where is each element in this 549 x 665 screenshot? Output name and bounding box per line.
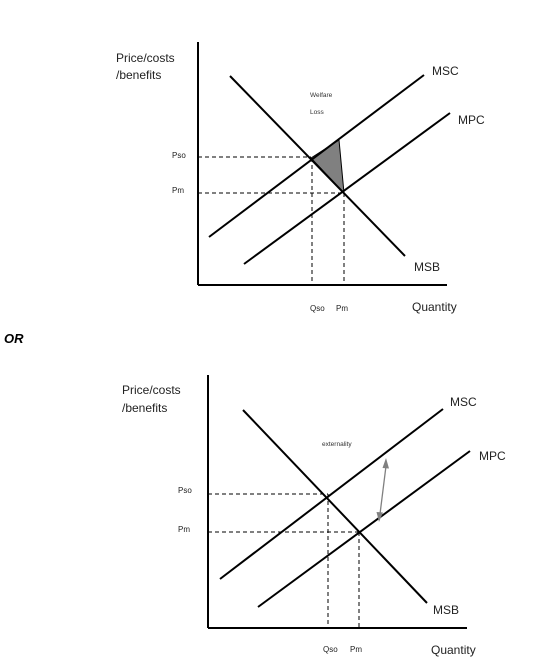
welfare-loss-diagram: Price/costs /benefits Quantity MSC MPC M… — [116, 42, 485, 314]
mpc-label: MPC — [479, 449, 506, 463]
externality-arrow — [376, 458, 389, 522]
pso-label: Pso — [178, 486, 192, 495]
msc-label: MSC — [432, 64, 459, 78]
y-axis-label-line1: Price/costs — [122, 383, 181, 397]
msb-label: MSB — [414, 260, 440, 274]
qso-label: Qso — [323, 645, 338, 654]
mpc-curve — [243, 112, 451, 265]
x-axis-label: Quantity — [431, 643, 476, 657]
externality-diagram: Price/costs /benefits Quantity MSC MPC M… — [122, 375, 506, 657]
msc-curve — [208, 74, 425, 238]
msb-curve — [229, 75, 406, 257]
pm-label: Pm — [172, 186, 184, 195]
qm-label: Pm — [350, 645, 362, 654]
y-axis-label-line2: /benefits — [116, 68, 161, 82]
qso-label: Qso — [310, 304, 325, 313]
msb-curve — [242, 409, 428, 604]
qm-label: Pm — [336, 304, 348, 313]
welfare-loss-label-line1: Welfare — [310, 92, 333, 99]
mpc-curve — [257, 450, 471, 608]
msc-label: MSC — [450, 395, 477, 409]
x-axis-label: Quantity — [412, 300, 457, 314]
mpc-label: MPC — [458, 113, 485, 127]
msb-label: MSB — [433, 603, 459, 617]
externality-label: externality — [322, 441, 352, 448]
y-axis-label-line1: Price/costs — [116, 51, 175, 65]
welfare-loss-label-line2: Loss — [310, 109, 324, 116]
y-axis-label-line2: /benefits — [122, 401, 167, 415]
or-separator: OR — [4, 331, 24, 346]
pso-label: Pso — [172, 151, 186, 160]
pm-label: Pm — [178, 525, 190, 534]
msc-curve — [219, 408, 444, 580]
